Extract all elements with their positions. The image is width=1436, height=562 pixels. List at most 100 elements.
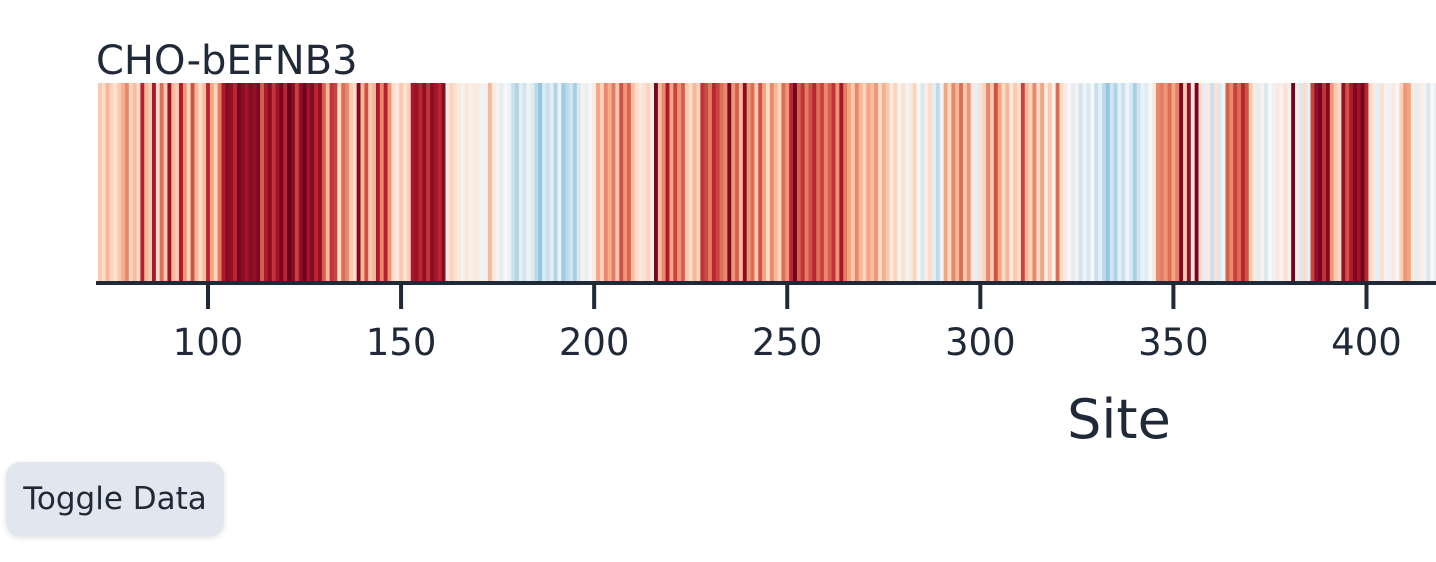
heatmap-cell — [399, 83, 404, 282]
heatmap-cell — [1109, 83, 1114, 282]
heatmap-cell — [233, 83, 238, 282]
toggle-data-button[interactable]: Toggle Data — [6, 462, 224, 536]
heatmap-cell — [1179, 83, 1184, 282]
heatmap-cell — [333, 83, 338, 282]
heatmap-cell — [1017, 83, 1022, 282]
heatmap-cell — [487, 83, 493, 282]
heatmap-cell — [708, 83, 713, 282]
heatmap-cell — [989, 83, 995, 282]
heatmap-cell — [306, 83, 311, 282]
heatmap-cell — [696, 83, 701, 282]
heatmap-cell — [646, 83, 651, 282]
heatmap-cell — [1159, 83, 1165, 282]
heatmap-cell — [545, 83, 551, 282]
heatmap-cell — [414, 83, 419, 282]
heatmap-cell — [310, 83, 315, 282]
heatmap-cell — [1186, 83, 1192, 282]
heatmap-cell — [951, 83, 956, 282]
heatmap-cell — [1407, 83, 1412, 282]
heatmap-cell — [793, 83, 798, 282]
heatmap-cell — [105, 83, 110, 282]
heatmap-cell — [626, 83, 632, 282]
heatmap-cell — [843, 83, 848, 282]
heatmap-cell — [858, 83, 863, 282]
heatmap-cell — [1414, 83, 1420, 282]
heatmap-cell — [1063, 83, 1068, 282]
heatmap-cell — [874, 83, 879, 282]
heatmap-cell — [986, 83, 991, 282]
heatmap-cell — [1360, 83, 1365, 282]
heatmap-cell — [1001, 83, 1006, 282]
heatmap-cell — [345, 83, 350, 282]
heatmap-cell — [839, 83, 844, 282]
heatmap-cell — [387, 83, 392, 282]
x-tick-label: 250 — [752, 321, 823, 364]
heatmap-cell — [1430, 83, 1435, 282]
heatmap-cell — [1380, 83, 1385, 282]
heatmap-cell — [1101, 83, 1107, 282]
heatmap-cell — [711, 83, 717, 282]
heatmap-cell — [1217, 83, 1223, 282]
heatmap-cell — [1275, 83, 1280, 282]
heatmap-cell — [507, 83, 512, 282]
heatmap-cell — [460, 83, 466, 282]
heatmap-cell — [966, 83, 972, 282]
heatmap-cell — [769, 83, 775, 282]
heatmap-cell — [823, 83, 829, 282]
heatmap-cell — [1268, 83, 1273, 282]
heatmap-cell — [623, 83, 628, 282]
heatmap-cell — [982, 83, 987, 282]
heatmap-cell — [1125, 83, 1130, 282]
heatmap-cell — [213, 83, 219, 282]
heatmap-cell — [1422, 83, 1427, 282]
heatmap-cell — [101, 83, 107, 282]
heatmap-cell — [1391, 83, 1396, 282]
heatmap-cell — [1028, 83, 1033, 282]
heatmap-cell — [557, 83, 562, 282]
heatmap-cell — [534, 83, 539, 282]
heatmap-cell — [1341, 83, 1346, 282]
heatmap-cell — [1368, 83, 1373, 282]
heatmap-cell — [155, 83, 161, 282]
x-axis: 100 150 200 250 300 350 400 — [96, 281, 1436, 364]
heatmap-cell — [789, 83, 794, 282]
heatmap-cell — [1024, 83, 1029, 282]
heatmap-cell — [522, 83, 527, 282]
heatmap-cell — [121, 83, 126, 282]
heatmap-cell — [1113, 83, 1118, 282]
heatmap-cell — [1152, 83, 1157, 282]
heatmap-cell — [314, 83, 319, 282]
heatmap-cell — [704, 83, 709, 282]
heatmap-cell — [441, 83, 446, 282]
heatmap-cell — [920, 83, 925, 282]
heatmap-cell — [889, 83, 894, 282]
heatmap-cell — [1171, 83, 1176, 282]
heatmap-cell — [391, 83, 396, 282]
heatmap-cell — [1302, 83, 1308, 282]
heatmap-cell — [901, 83, 906, 282]
heatmap-cell — [908, 83, 914, 282]
heatmap-cell — [1078, 83, 1084, 282]
heatmap-cell — [97, 83, 103, 282]
heatmap-cells — [97, 83, 1436, 282]
heatmap-cell — [1329, 83, 1335, 282]
heatmap-cell — [1337, 83, 1342, 282]
heatmap-cell — [1117, 83, 1122, 282]
heatmap-cell — [1345, 83, 1350, 282]
heatmap-cell — [318, 83, 323, 282]
heatmap-cell — [321, 83, 327, 282]
heatmap-cell — [723, 83, 728, 282]
heatmap-cell — [1264, 83, 1269, 282]
heatmap-cell — [1136, 83, 1141, 282]
heatmap-cell — [1291, 83, 1296, 282]
heatmap-cell — [179, 83, 184, 282]
heatmap-cell — [1295, 83, 1300, 282]
heatmap-cell — [229, 83, 234, 282]
heatmap-cell — [997, 83, 1002, 282]
heatmap-cell — [800, 83, 806, 282]
heatmap-cell — [993, 83, 999, 282]
heatmap-cell — [495, 83, 500, 282]
heatmap-cell — [820, 83, 825, 282]
heatmap-cell — [808, 83, 813, 282]
heatmap-cell — [588, 83, 593, 282]
